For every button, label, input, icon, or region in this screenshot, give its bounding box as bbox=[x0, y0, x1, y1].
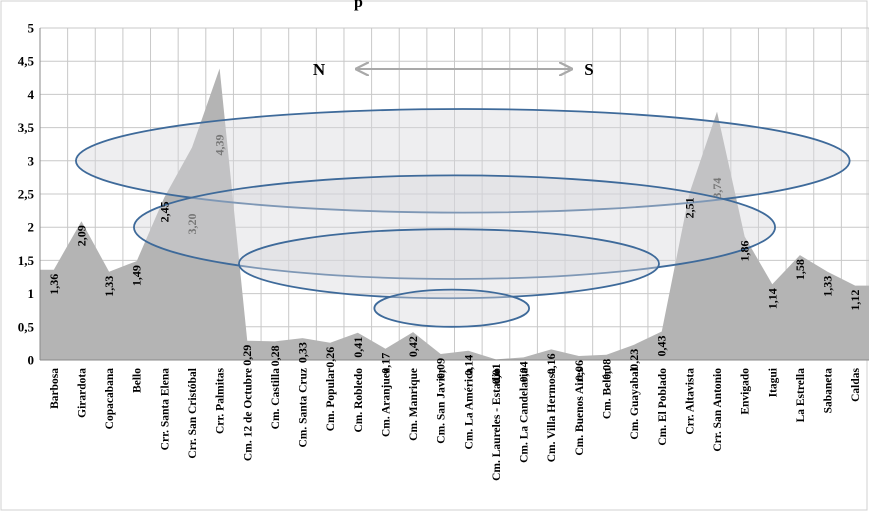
data-label: 0,17 bbox=[378, 353, 392, 374]
area-series bbox=[40, 68, 869, 360]
data-label: 1,49 bbox=[130, 265, 144, 286]
y-tick-label: 0 bbox=[28, 353, 35, 368]
x-tick-label: Crr. Palmitas bbox=[215, 367, 227, 434]
x-tick-label: Cm. El Poblado bbox=[657, 368, 669, 446]
data-label: 1,58 bbox=[793, 259, 807, 280]
data-label: 2,09 bbox=[74, 225, 88, 246]
y-tick-label: 2 bbox=[28, 220, 35, 235]
x-tick-label: Cm. Villa Hermosa bbox=[546, 368, 558, 462]
x-tick-label: Cm. Popular bbox=[325, 368, 337, 431]
data-label: 1,33 bbox=[102, 276, 116, 297]
x-tick-label: Cm. San Javier bbox=[436, 368, 448, 444]
data-label: 1,86 bbox=[738, 240, 752, 261]
x-tick-label: Cm. Belén bbox=[601, 367, 613, 419]
x-tick-label: Cm. Buenos Aires bbox=[574, 367, 586, 455]
data-label: 0,29 bbox=[240, 345, 254, 366]
north-label: N bbox=[313, 60, 326, 79]
x-tick-label: Crr. San Cristóbal bbox=[187, 368, 199, 459]
y-tick-label: 2,5 bbox=[18, 187, 35, 202]
x-tick-label: Crr. Altavista bbox=[684, 368, 696, 435]
south-label: S bbox=[584, 60, 593, 79]
data-label: 0,33 bbox=[296, 342, 310, 363]
data-label: 2,45 bbox=[157, 201, 171, 222]
data-label: 1,12 bbox=[848, 290, 862, 311]
y-tick-label: 0,5 bbox=[18, 319, 35, 334]
x-tick-label: Cm. Guayabal bbox=[629, 368, 641, 440]
x-tick-label: Cm. Santa Cruz bbox=[298, 368, 310, 448]
x-tick-label: Girardota bbox=[76, 368, 88, 418]
grouping-ellipse-2 bbox=[133, 174, 776, 280]
data-label: 1,14 bbox=[765, 288, 779, 309]
x-tick-label: Cm. Aranjuez bbox=[380, 368, 392, 437]
x-tick-label: Sabaneta bbox=[823, 368, 835, 414]
x-tick-label: Cm. La América bbox=[463, 368, 475, 450]
x-tick-label: Copacabana bbox=[104, 368, 116, 430]
y-tick-label: 5 bbox=[28, 21, 35, 36]
data-label: 1,33 bbox=[821, 276, 835, 297]
grouping-ellipse-4 bbox=[373, 288, 531, 328]
y-tick-label: 1,5 bbox=[18, 253, 35, 268]
chart-title-fragment: p bbox=[354, 0, 363, 11]
x-tick-label: Barbosa bbox=[49, 368, 61, 409]
y-tick-label: 4,5 bbox=[18, 54, 35, 69]
x-tick-label: Cm. Laureles - Estadio bbox=[491, 368, 503, 481]
data-label: 0,26 bbox=[323, 347, 337, 368]
x-tick-label: Cm. Castilla bbox=[270, 368, 282, 430]
y-tick-label: 4 bbox=[28, 87, 35, 102]
x-tick-label: Cm. 12 de Octubre bbox=[242, 368, 254, 461]
grouping-ellipse-3 bbox=[238, 228, 660, 300]
data-label: 0,06 bbox=[572, 360, 586, 381]
x-tick-label: La Estrella bbox=[795, 368, 807, 423]
data-label: 0,41 bbox=[351, 337, 365, 358]
x-tick-label: Crr. Santa Elena bbox=[159, 368, 171, 451]
data-label: 0,16 bbox=[544, 353, 558, 374]
data-label: 0,43 bbox=[655, 335, 669, 356]
data-label: 0,01 bbox=[489, 363, 503, 384]
data-label: 3,74 bbox=[710, 178, 724, 199]
data-label: 0,04 bbox=[517, 361, 531, 382]
data-label: 2,51 bbox=[682, 197, 696, 218]
x-tick-label: Envigado bbox=[740, 368, 752, 415]
data-label: 0,14 bbox=[461, 355, 475, 376]
data-label: 0,23 bbox=[627, 349, 641, 370]
x-tick-label: Crr. San Antonio bbox=[712, 368, 724, 452]
x-tick-label: Cm. La Candelaria bbox=[519, 368, 531, 463]
data-label: 0,28 bbox=[268, 345, 282, 366]
data-label: 0,08 bbox=[599, 359, 613, 380]
y-tick-label: 1 bbox=[28, 286, 35, 301]
data-label: 1,36 bbox=[47, 274, 61, 295]
data-label: 4,39 bbox=[213, 135, 227, 156]
x-tick-label: Cm. Robledo bbox=[353, 368, 365, 433]
x-tick-label: Cm. Manrique bbox=[408, 368, 420, 441]
y-tick-label: 3 bbox=[28, 153, 35, 168]
x-tick-label: Caldas bbox=[850, 367, 862, 401]
y-tick-label: 3,5 bbox=[18, 120, 35, 135]
data-label: 0,09 bbox=[434, 358, 448, 379]
data-label: 0,42 bbox=[406, 336, 420, 357]
x-tick-label: Bello bbox=[132, 368, 144, 393]
x-tick-label: Itagui bbox=[767, 367, 779, 397]
data-label: 3,20 bbox=[185, 214, 199, 235]
